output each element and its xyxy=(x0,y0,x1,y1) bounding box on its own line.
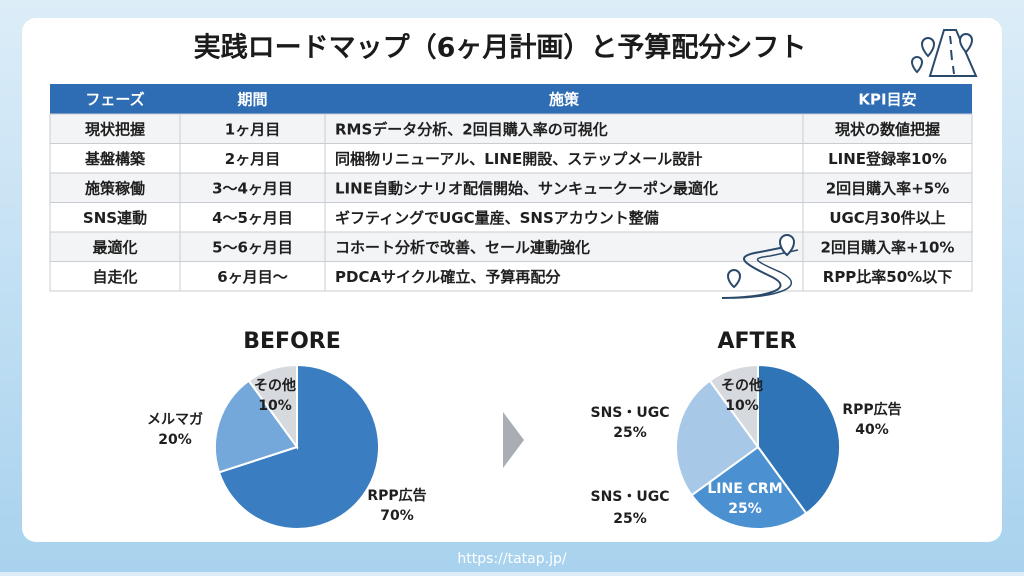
table-cell: 6ヶ月目〜 xyxy=(217,268,287,286)
pie-slice xyxy=(690,445,808,530)
pie-slice xyxy=(214,379,299,474)
table-cell: 5〜6ヶ月目 xyxy=(212,238,293,256)
footer-url: https://tatap.jp/ xyxy=(457,551,566,567)
slice-value-label: 10% xyxy=(258,398,292,414)
slice-value-label: 70% xyxy=(380,508,414,524)
table-cell: UGC月30件以上 xyxy=(829,209,945,227)
table-cell: 同梱物リニューアル、LINE開設、ステップメール設計 xyxy=(335,150,702,168)
table-cell: RPP比率50%以下 xyxy=(823,268,952,286)
annotation: SNS・UGC xyxy=(590,489,669,505)
slice-value-label: 20% xyxy=(158,432,192,448)
table-cell: ギフティングでUGC量産、SNSアカウント整備 xyxy=(335,209,659,227)
table-cell: コホート分析で改善、セール連動強化 xyxy=(335,238,590,256)
table-cell: 最適化 xyxy=(92,238,137,256)
table-cell: 2回目購入率+5% xyxy=(826,179,949,197)
table-header-bg xyxy=(50,84,972,114)
table-row-bg xyxy=(49,202,973,233)
table-cell: 4〜5ヶ月目 xyxy=(212,209,293,227)
table-cell: 現状把握 xyxy=(85,120,145,138)
pie-slice xyxy=(675,379,760,497)
table-header-cell: フェーズ xyxy=(85,91,144,109)
table-cell: SNS連動 xyxy=(83,209,147,227)
annotation: 25% xyxy=(613,511,647,527)
table-cell: 2ヶ月目 xyxy=(225,150,280,168)
slice-label: RPP広告 xyxy=(367,487,426,504)
table-cell: 現状の数値把握 xyxy=(835,120,940,138)
slice-label: LINE CRM xyxy=(707,481,782,497)
title: 実践ロードマップ（6ヶ月計画）と予算配分シフト xyxy=(194,32,807,64)
pie-slice xyxy=(708,363,759,451)
table-header-cell: 期間 xyxy=(237,91,267,109)
route-icon xyxy=(721,234,799,299)
table-cell: 基盤構築 xyxy=(84,150,146,168)
chart-title: AFTER xyxy=(717,329,796,354)
table-header-cell: 施策 xyxy=(549,91,580,109)
table-cell: 施策稼働 xyxy=(85,179,145,197)
table-row-bg xyxy=(49,231,973,262)
road-icon xyxy=(910,29,978,77)
slice-label: その他 xyxy=(254,377,296,394)
table-cell: 3〜4ヶ月目 xyxy=(212,179,293,197)
table-cell: 1ヶ月目 xyxy=(225,120,280,138)
slice-label: RPP広告 xyxy=(842,401,901,418)
slice-label: SNS・UGC xyxy=(590,405,669,421)
table-cell: LINE自動シナリオ配信開始、サンキュークーポン最適化 xyxy=(335,179,718,197)
table-row-bg xyxy=(49,113,973,144)
slice-value-label: 25% xyxy=(728,501,762,517)
table-cell: 2回目購入率+10% xyxy=(821,238,955,256)
slice-value-label: 40% xyxy=(855,422,889,438)
table-header-cell: KPI目安 xyxy=(858,91,916,109)
slice-value-label: 10% xyxy=(725,398,759,414)
slice-label: その他 xyxy=(721,377,763,394)
table-row-bg xyxy=(49,172,973,203)
arrow xyxy=(503,412,524,468)
pie-slice xyxy=(217,363,380,530)
table-row-bg xyxy=(49,143,973,174)
pie-slice xyxy=(247,363,298,451)
table-cell: RMSデータ分析、2回目購入率の可視化 xyxy=(335,120,608,138)
table-cell: 自走化 xyxy=(92,268,137,286)
table-row-bg xyxy=(49,261,973,292)
table-cell: PDCAサイクル確立、予算再配分 xyxy=(335,268,561,286)
table-cell: LINE登録率10% xyxy=(828,150,947,168)
slice-label: メルマガ xyxy=(147,412,203,428)
chart-title: BEFORE xyxy=(243,329,341,354)
slice-value-label: 25% xyxy=(613,425,647,441)
pie-slice xyxy=(757,363,841,515)
